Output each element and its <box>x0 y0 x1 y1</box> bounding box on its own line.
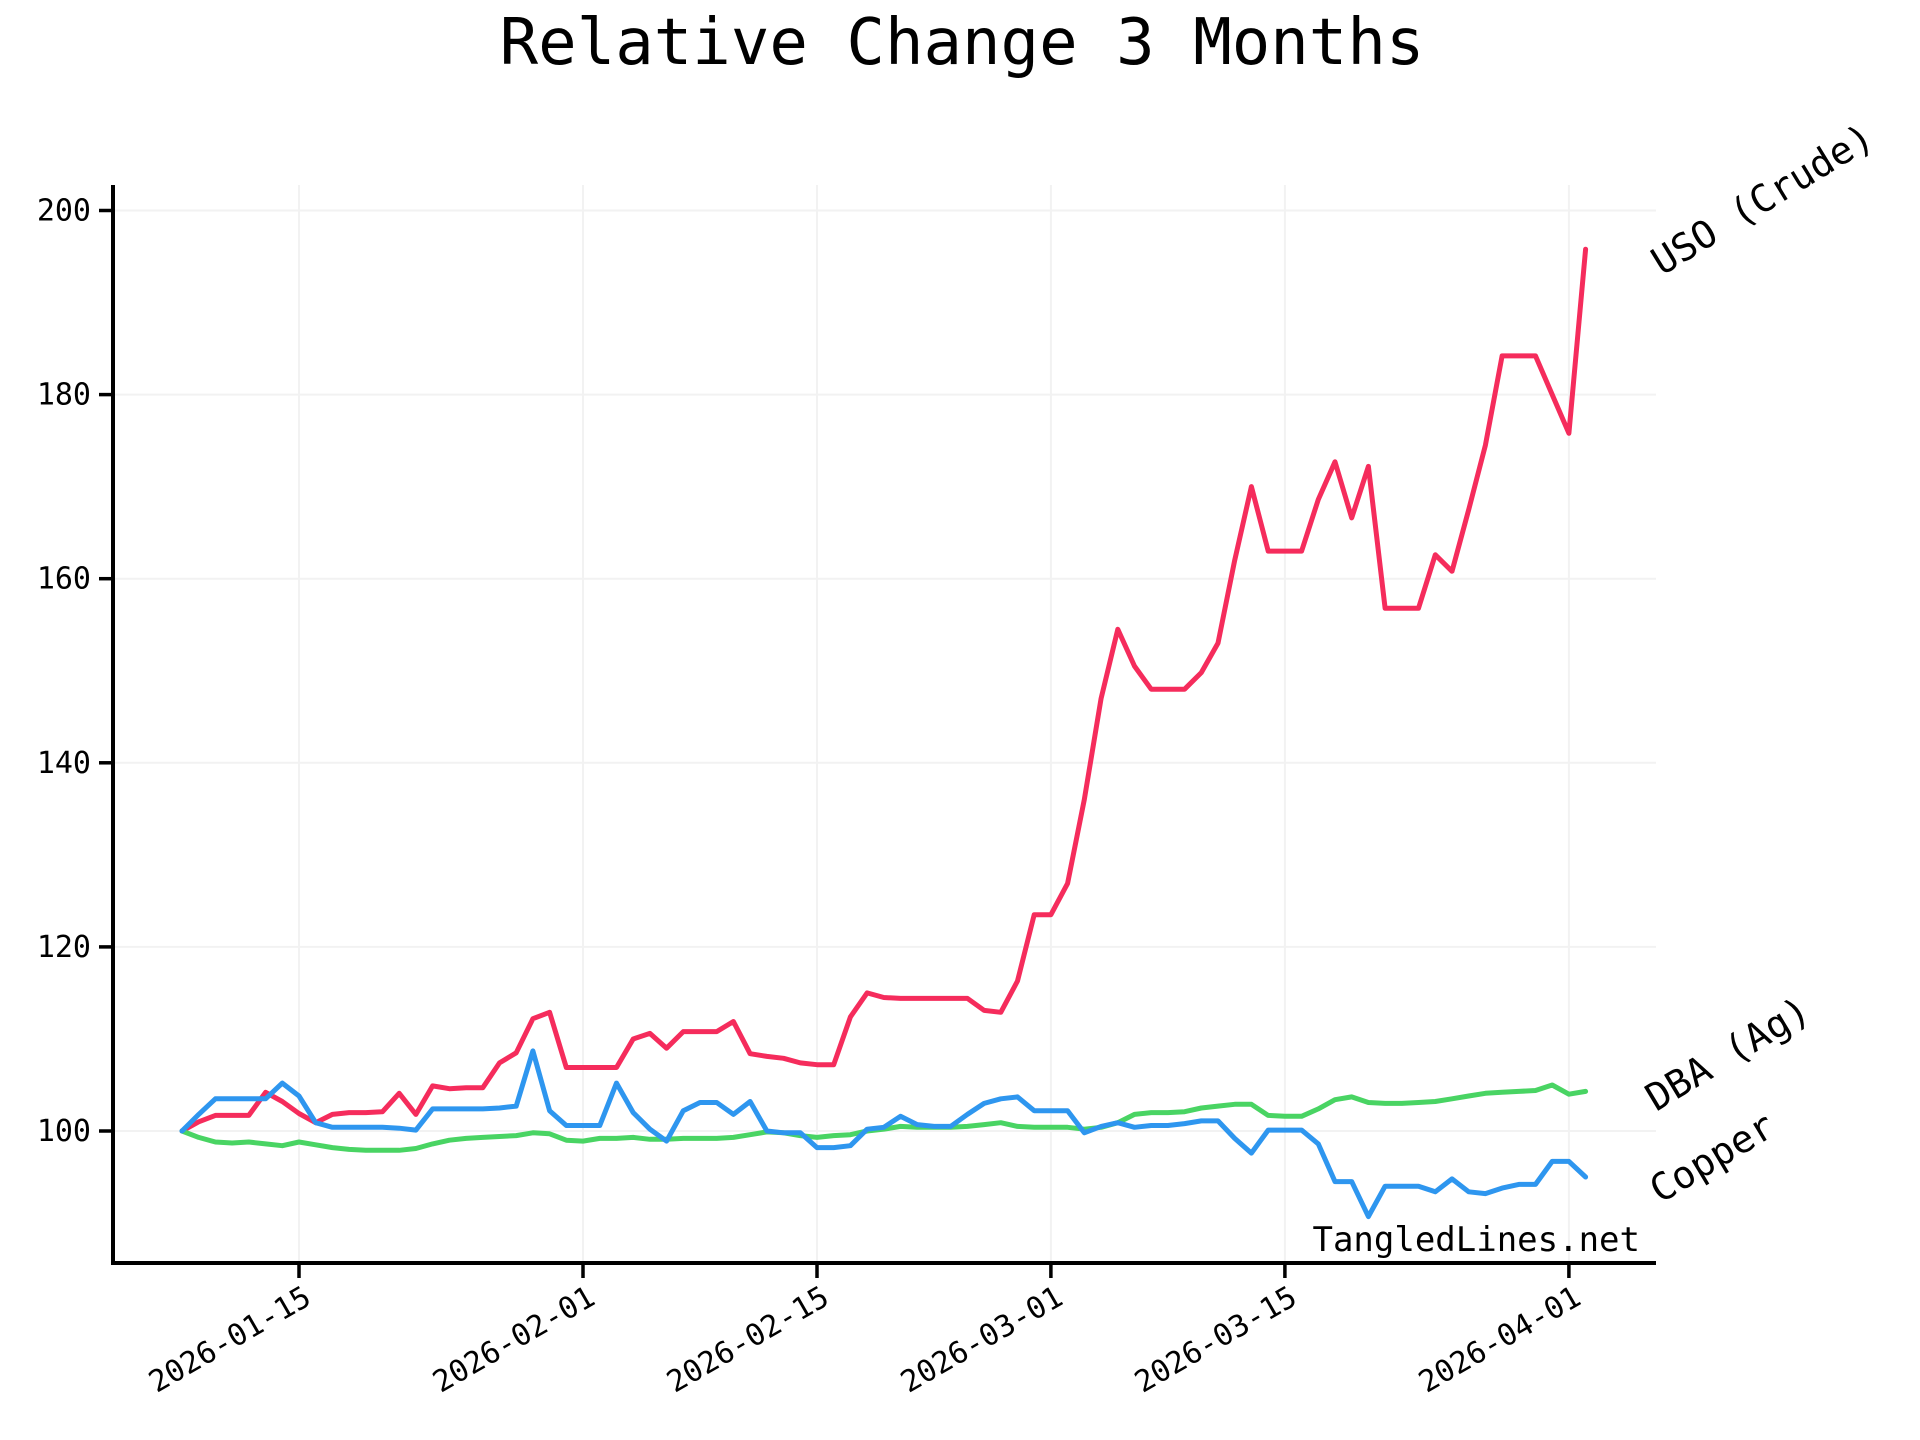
x-tick-label-2026-01-15: 2026-01-15 <box>143 1280 317 1401</box>
y-tick-label-160: 160 <box>37 562 91 597</box>
axis-layer <box>99 185 1656 1278</box>
chart-title: Relative Change 3 Months <box>500 6 1425 80</box>
x-tick-label-2026-04-01: 2026-04-01 <box>1413 1280 1587 1401</box>
uso-crude-line <box>179 246 1589 1134</box>
watermark: TangledLines.net <box>1312 1220 1640 1260</box>
dba-ag-line <box>179 1082 1589 1153</box>
grid-layer <box>113 185 1656 1263</box>
y-tick-label-120: 120 <box>37 930 91 965</box>
x-tick-label-2026-02-01: 2026-02-01 <box>427 1280 601 1401</box>
series-label-dba-ag: DBA (Ag) <box>1638 988 1818 1120</box>
y-tick-label-180: 180 <box>37 378 91 413</box>
series-layer <box>179 246 1589 1220</box>
series-label-uso-crude: USO (Crude) <box>1644 115 1882 284</box>
x-tick-label-2026-02-15: 2026-02-15 <box>661 1280 835 1401</box>
y-tick-label-200: 200 <box>37 194 91 229</box>
x-tick-label-2026-03-01: 2026-03-01 <box>895 1280 1069 1401</box>
y-tick-label-100: 100 <box>37 1114 91 1149</box>
x-tick-label-2026-03-15: 2026-03-15 <box>1129 1280 1303 1401</box>
series-label-copper: Copper <box>1642 1103 1782 1211</box>
copper-line <box>179 1048 1589 1220</box>
y-tick-label-140: 140 <box>37 746 91 781</box>
